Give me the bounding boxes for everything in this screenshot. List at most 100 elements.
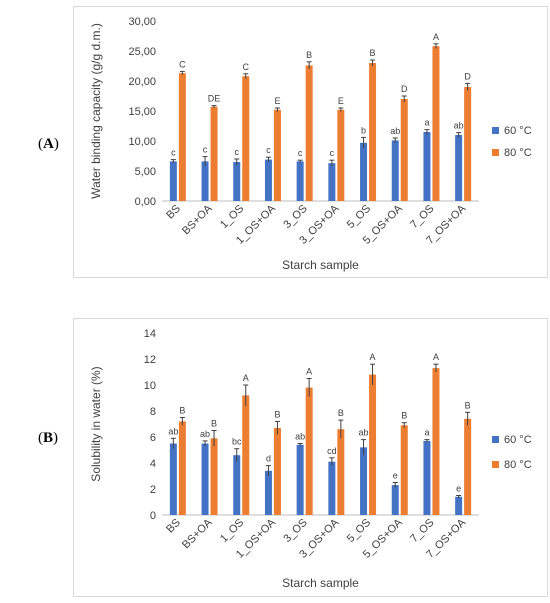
significance-letter: B — [338, 408, 344, 418]
legend-label: 80 °C — [504, 459, 532, 471]
significance-letter: B — [370, 48, 376, 58]
y-tick-label: 20,00 — [128, 76, 156, 88]
y-axis-title: Water binding capacity (g/g d.m.) — [89, 23, 103, 199]
bar — [369, 63, 377, 201]
significance-letter: B — [179, 406, 185, 416]
significance-letter: c — [266, 145, 271, 155]
chart-panel-a: 0,00 5,00 10,00 15,00 20,00 25,00 30,00 c c c c c c b… — [73, 6, 548, 278]
bar — [201, 161, 209, 201]
y-tick-label: 0,00 — [135, 196, 156, 208]
significance-letter: e — [456, 484, 461, 494]
bar — [169, 161, 177, 201]
bar — [455, 496, 463, 515]
bar — [423, 440, 431, 515]
bar — [178, 73, 186, 201]
significance-letter: B — [306, 50, 312, 60]
significance-letter: a — [424, 428, 429, 438]
x-tick-label: 7_OS — [408, 203, 436, 231]
significance-letter: ab — [390, 126, 400, 136]
significance-letter: ab — [295, 432, 305, 442]
significance-letter: ab — [200, 429, 210, 439]
y-tick-label: 4 — [150, 458, 156, 470]
legend-swatch — [492, 127, 499, 134]
x-tick-label: 7_OS — [408, 517, 436, 545]
significance-letter: B — [211, 419, 217, 429]
bar — [337, 429, 345, 515]
significance-letter: B — [465, 400, 471, 410]
bar — [360, 142, 368, 201]
significance-letter: C — [243, 62, 250, 72]
legend-swatch — [492, 461, 499, 468]
y-axis-title: Solubility in water (%) — [89, 366, 103, 481]
legend-swatch — [492, 436, 499, 443]
significance-letter: e — [393, 471, 398, 481]
significance-letter: cd — [327, 446, 337, 456]
y-tick-label: 0 — [150, 510, 156, 522]
bar — [210, 438, 218, 515]
bar — [464, 418, 472, 515]
significance-letter: A — [433, 32, 439, 42]
significance-letter: B — [401, 411, 407, 421]
y-tick-label: 14 — [144, 328, 156, 340]
bar — [464, 87, 472, 201]
significance-letter: c — [330, 148, 335, 158]
significance-letter: A — [370, 352, 376, 362]
significance-letter: DE — [208, 94, 221, 104]
x-tick-label: 3_OS — [281, 203, 309, 231]
x-axis-title: Starch sample — [282, 576, 359, 590]
significance-letter: a — [424, 118, 429, 128]
bar — [455, 135, 463, 201]
significance-letter: E — [274, 96, 280, 106]
bar — [273, 109, 281, 201]
legend-label: 80 °C — [504, 147, 532, 159]
x-tick-label: BS+OA — [180, 516, 215, 551]
y-tick-label: 15,00 — [128, 106, 156, 118]
water-binding-chart: 0,00 5,00 10,00 15,00 20,00 25,00 30,00 c c c c c c b… — [89, 16, 532, 272]
y-tick-label: 25,00 — [128, 46, 156, 58]
bar — [233, 455, 241, 515]
bar — [360, 447, 368, 515]
significance-letter: ab — [168, 426, 178, 436]
y-tick-label: 5,00 — [135, 166, 156, 178]
chart-panel-b: 0 2 4 6 8 10 12 14 ab ab bc d ab cd ab e a e B B A B A B A B A B BS B… — [73, 318, 548, 597]
significance-letter: D — [401, 84, 408, 94]
bar — [296, 444, 304, 515]
significance-letter: A — [433, 352, 439, 362]
bar — [391, 140, 399, 201]
bar — [242, 395, 250, 515]
significance-letter: c — [235, 147, 240, 157]
bar — [328, 163, 336, 201]
bar — [296, 161, 304, 201]
significance-letter: bc — [232, 437, 242, 447]
x-tick-label: 5_OS — [345, 517, 373, 545]
bar — [264, 470, 272, 515]
x-tick-label: 5_OS — [345, 203, 373, 231]
bar — [201, 443, 209, 515]
significance-letter: A — [243, 373, 249, 383]
y-tick-label: 12 — [144, 354, 156, 366]
bar — [369, 374, 377, 515]
legend-label: 60 °C — [504, 125, 532, 137]
x-tick-label: 3_OS — [281, 517, 309, 545]
significance-letter: c — [203, 145, 208, 155]
significance-letter: ab — [454, 121, 464, 131]
solubility-chart: 0 2 4 6 8 10 12 14 ab ab bc d ab cd ab e a e B B A B A B A B A B BSB… — [89, 328, 532, 590]
significance-letter: b — [361, 125, 366, 135]
bar — [328, 461, 336, 515]
bar — [264, 159, 272, 201]
y-tick-label: 8 — [150, 406, 156, 418]
bar — [400, 425, 408, 515]
bar — [337, 109, 345, 201]
significance-letter: ab — [359, 428, 369, 438]
x-tick-label: BS — [164, 517, 183, 536]
y-tick-label: 2 — [150, 484, 156, 496]
bar — [242, 76, 250, 201]
legend-label: 60 °C — [504, 434, 532, 446]
y-tick-label: 10 — [144, 380, 156, 392]
significance-letter: B — [274, 409, 280, 419]
bar — [400, 99, 408, 201]
y-tick-label: 6 — [150, 432, 156, 444]
significance-letter: D — [464, 71, 471, 81]
bar — [305, 65, 313, 202]
panel-tag-b: (B) — [38, 430, 59, 446]
